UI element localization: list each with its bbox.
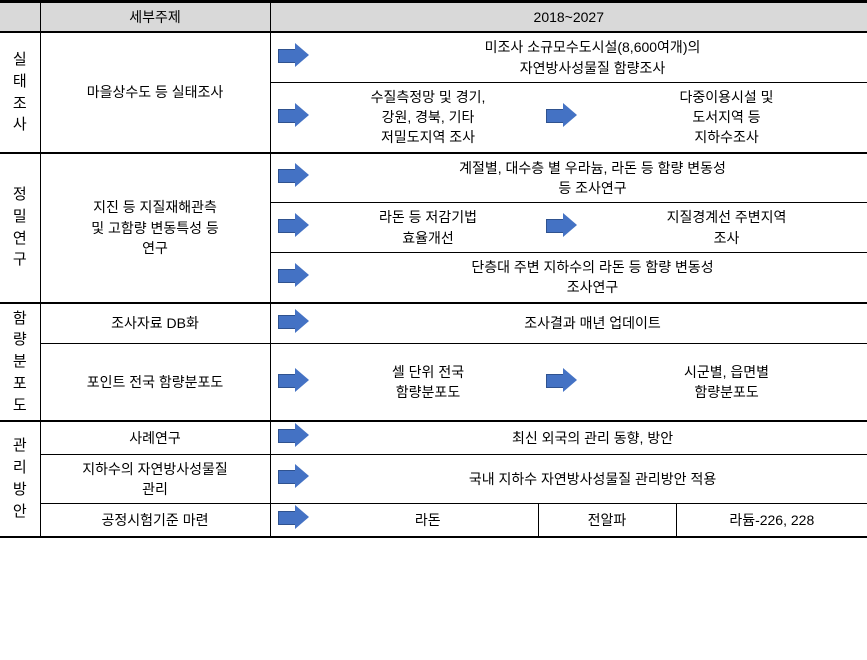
cat2-row1: 정 밀 연 구 지진 등 지질재해관측 및 고함량 변동특성 등 연구 계절별,… bbox=[0, 153, 867, 203]
cat4-label-text: 관 리 방 안 bbox=[2, 435, 38, 522]
cat4-topic1: 사례연구 bbox=[40, 421, 270, 454]
cat1-topic: 마을상수도 등 실태조사 bbox=[40, 32, 270, 152]
cat4-row3: 공정시험기준 마련 라돈 전알파 라듐-226, 228 bbox=[0, 504, 867, 536]
cat4-r3b: 전알파 bbox=[538, 504, 676, 536]
cat4-r1: 최신 외국의 관리 동향, 방안 bbox=[318, 421, 867, 454]
arrow-icon bbox=[270, 252, 318, 302]
cat3-r2b: 시군별, 읍면별 함량분포도 bbox=[586, 344, 867, 422]
header-period: 2018~2027 bbox=[270, 3, 867, 33]
arrow-icon bbox=[270, 421, 318, 454]
arrow-icon bbox=[270, 82, 318, 152]
cat1-row1: 실 태 조 사 마을상수도 등 실태조사 미조사 소규모수도시설(8,600여개… bbox=[0, 32, 867, 82]
table-wrapper: 세부주제 2018~2027 실 태 조 사 마을상수도 등 실태조사 미조사 … bbox=[0, 0, 867, 538]
cat2-r3: 단층대 주변 지하수의 라돈 등 함량 변동성 조사연구 bbox=[318, 252, 867, 302]
arrow-icon bbox=[538, 344, 586, 422]
header-topic: 세부주제 bbox=[40, 3, 270, 33]
cat1-label: 실 태 조 사 bbox=[0, 32, 40, 152]
arrow-icon bbox=[270, 344, 318, 422]
arrow-icon bbox=[270, 32, 318, 82]
cat4-r2: 국내 지하수 자연방사성물질 관리방안 적용 bbox=[318, 454, 867, 504]
arrow-icon bbox=[270, 504, 318, 536]
main-table: 세부주제 2018~2027 실 태 조 사 마을상수도 등 실태조사 미조사 … bbox=[0, 2, 867, 536]
cat3-label: 함 량 분 포 도 bbox=[0, 303, 40, 422]
cat4-row2: 지하수의 자연방사성물질 관리 국내 지하수 자연방사성물질 관리방안 적용 bbox=[0, 454, 867, 504]
cat1-label-text: 실 태 조 사 bbox=[2, 49, 38, 136]
cat2-topic: 지진 등 지질재해관측 및 고함량 변동특성 등 연구 bbox=[40, 153, 270, 303]
cat1-r2a: 수질측정망 및 경기, 강원, 경북, 기타 저밀도지역 조사 bbox=[318, 82, 538, 152]
cat1-r1: 미조사 소규모수도시설(8,600여개)의 자연방사성물질 함량조사 bbox=[318, 32, 867, 82]
header-blank bbox=[0, 3, 40, 33]
cat4-label: 관 리 방 안 bbox=[0, 421, 40, 535]
arrow-icon bbox=[538, 203, 586, 253]
cat2-r2a: 라돈 등 저감기법 효율개선 bbox=[318, 203, 538, 253]
cat3-row1: 함 량 분 포 도 조사자료 DB화 조사결과 매년 업데이트 bbox=[0, 303, 867, 344]
arrow-icon bbox=[270, 153, 318, 203]
cat2-label-text: 정 밀 연 구 bbox=[2, 184, 38, 271]
cat4-topic3: 공정시험기준 마련 bbox=[40, 504, 270, 536]
cat1-r2b: 다중이용시설 및 도서지역 등 지하수조사 bbox=[586, 82, 867, 152]
cat4-r3c: 라듐-226, 228 bbox=[676, 504, 867, 536]
cat2-r1: 계절별, 대수층 별 우라늄, 라돈 등 함량 변동성 등 조사연구 bbox=[318, 153, 867, 203]
cat4-topic2: 지하수의 자연방사성물질 관리 bbox=[40, 454, 270, 504]
cat3-topic1: 조사자료 DB화 bbox=[40, 303, 270, 344]
cat4-r3a: 라돈 bbox=[318, 504, 538, 536]
arrow-icon bbox=[538, 82, 586, 152]
arrow-icon bbox=[270, 454, 318, 504]
header-row: 세부주제 2018~2027 bbox=[0, 3, 867, 33]
cat3-topic2: 포인트 전국 함량분포도 bbox=[40, 344, 270, 422]
arrow-icon bbox=[270, 303, 318, 344]
cat3-r2a: 셀 단위 전국 함량분포도 bbox=[318, 344, 538, 422]
cat3-row2: 포인트 전국 함량분포도 셀 단위 전국 함량분포도 시군별, 읍면별 함량분포… bbox=[0, 344, 867, 422]
cat2-label: 정 밀 연 구 bbox=[0, 153, 40, 303]
cat3-r1: 조사결과 매년 업데이트 bbox=[318, 303, 867, 344]
cat3-label-text: 함 량 분 포 도 bbox=[2, 308, 38, 417]
arrow-icon bbox=[270, 203, 318, 253]
cat4-row1: 관 리 방 안 사례연구 최신 외국의 관리 동향, 방안 bbox=[0, 421, 867, 454]
cat2-r2b: 지질경계선 주변지역 조사 bbox=[586, 203, 867, 253]
